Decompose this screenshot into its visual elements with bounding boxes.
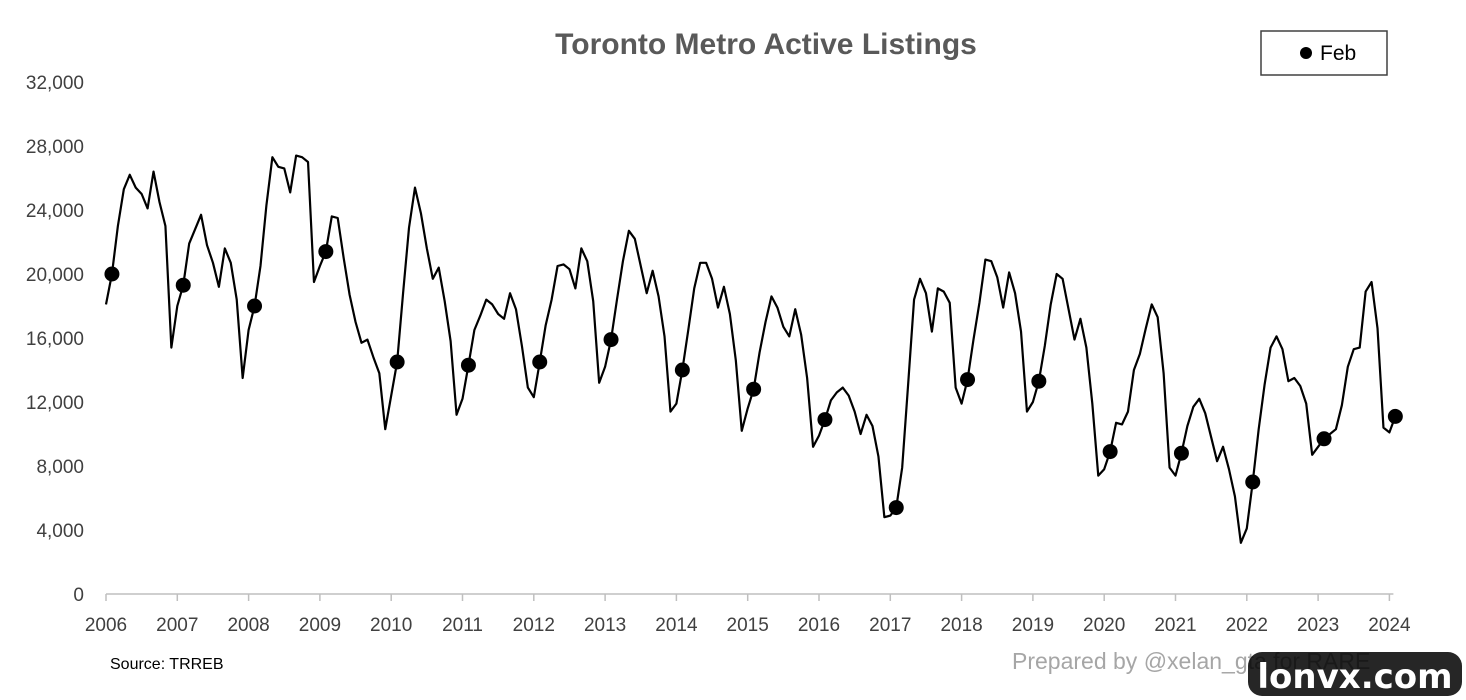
x-tick-label: 2011 xyxy=(442,615,483,636)
feb-marker xyxy=(389,354,405,370)
feb-marker xyxy=(817,412,833,428)
x-tick-label: 2020 xyxy=(1083,615,1125,636)
x-tick-label: 2015 xyxy=(727,615,769,636)
legend-marker xyxy=(1300,47,1312,59)
feb-marker xyxy=(674,362,690,378)
x-tick-label: 2007 xyxy=(156,615,198,636)
x-tick-label: 2024 xyxy=(1368,615,1411,636)
feb-marker xyxy=(960,372,976,388)
feb-marker xyxy=(175,277,191,293)
legend: Feb xyxy=(1260,30,1388,76)
feb-marker xyxy=(746,381,762,397)
y-tick-label: 28,000 xyxy=(26,137,84,158)
marker-layer xyxy=(104,244,1403,516)
series-layer xyxy=(104,154,1397,544)
feb-marker xyxy=(1102,444,1118,460)
x-tick-label: 2019 xyxy=(1012,615,1054,636)
y-tick-label: 20,000 xyxy=(26,265,84,286)
y-tick-label: 8,000 xyxy=(36,457,84,478)
source-note: Source: TRREB xyxy=(110,656,224,673)
x-tick-label: 2017 xyxy=(869,615,911,636)
y-tick-label: 16,000 xyxy=(26,329,84,350)
feb-marker xyxy=(460,357,476,373)
watermark: lonvx.com xyxy=(1248,652,1462,697)
x-tick-label: 2018 xyxy=(940,615,982,636)
x-axis: 2006 2007 2008 2009 2010 2011 2012 2013 2014 2015… xyxy=(85,593,1411,636)
x-tick-label: 2008 xyxy=(227,615,269,636)
series-line xyxy=(104,154,1397,544)
feb-marker xyxy=(1387,408,1403,424)
x-tick-label: 2013 xyxy=(584,615,626,636)
chart-title: Toronto Metro Active Listings xyxy=(555,28,977,61)
x-tick-label: 2010 xyxy=(370,615,412,636)
feb-marker xyxy=(1316,431,1332,447)
legend-label: Feb xyxy=(1320,42,1356,65)
x-tick-label: 2023 xyxy=(1297,615,1339,636)
y-tick-label: 4,000 xyxy=(36,521,84,542)
x-tick-label: 2006 xyxy=(85,615,127,636)
feb-marker xyxy=(1245,474,1261,490)
y-tick-label: 12,000 xyxy=(26,393,84,414)
y-tick-label: 0 xyxy=(73,585,84,606)
x-tick-label: 2014 xyxy=(655,615,698,636)
feb-marker xyxy=(247,298,263,314)
y-tick-label: 32,000 xyxy=(26,73,84,94)
legend-box xyxy=(1260,30,1388,76)
feb-marker xyxy=(532,354,548,370)
feb-marker xyxy=(888,500,904,516)
feb-marker xyxy=(318,244,334,260)
feb-marker xyxy=(1031,373,1047,389)
watermark-badge xyxy=(1248,652,1462,696)
y-axis-labels: 0 4,000 8,000 12,000 16,000 20,000 24,000 28,00… xyxy=(26,73,84,606)
feb-marker xyxy=(603,332,619,348)
x-tick-label: 2022 xyxy=(1226,615,1268,636)
x-tick-label: 2009 xyxy=(299,615,341,636)
y-tick-label: 24,000 xyxy=(26,201,84,222)
watermark-text: lonvx.com xyxy=(1257,657,1452,697)
x-tick-label: 2012 xyxy=(513,615,555,636)
x-tick-label: 2016 xyxy=(798,615,840,636)
feb-marker xyxy=(104,266,120,282)
x-tick-label: 2021 xyxy=(1154,615,1196,636)
feb-marker xyxy=(1173,445,1189,461)
